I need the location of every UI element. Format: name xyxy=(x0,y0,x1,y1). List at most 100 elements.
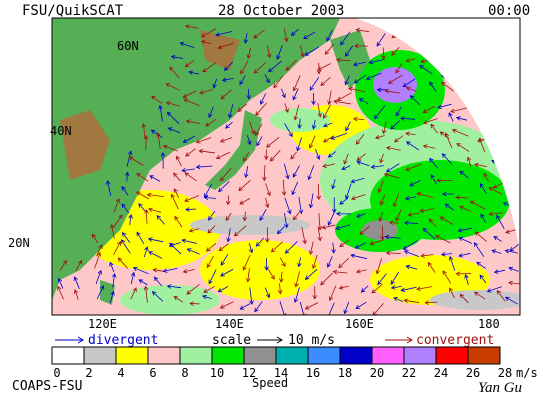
wind-arrow xyxy=(237,103,247,113)
wind-arrow xyxy=(495,106,505,119)
wind-arrow xyxy=(355,301,367,310)
wind-arrow xyxy=(259,209,267,222)
wind-arrow xyxy=(494,61,505,66)
wind-arrow xyxy=(338,257,350,269)
wind-arrow xyxy=(323,122,333,128)
wind-arrow xyxy=(385,145,401,151)
wind-arrow xyxy=(353,74,367,84)
scale-label: scale xyxy=(212,333,251,348)
wind-arrow xyxy=(475,52,489,62)
wind-arrow xyxy=(279,271,284,283)
wind-arrow xyxy=(331,242,336,254)
wind-arrow xyxy=(203,285,216,293)
wind-arrow xyxy=(121,186,129,196)
wind-arrow xyxy=(402,240,418,250)
wind-arrow xyxy=(150,129,163,138)
wind-arrow xyxy=(416,286,433,291)
wind-arrow xyxy=(311,254,318,270)
wind-arrow xyxy=(483,172,489,182)
wind-arrow xyxy=(419,64,433,75)
wind-arrow xyxy=(153,276,162,287)
wind-arrow xyxy=(156,215,166,225)
wind-arrow xyxy=(388,220,399,226)
wind-arrow xyxy=(385,163,400,173)
wind-arrow xyxy=(304,46,320,56)
wind-arrow xyxy=(511,121,520,130)
wind-arrow xyxy=(441,81,454,92)
wind-arrow xyxy=(381,47,386,60)
wind-arrow xyxy=(308,241,314,256)
wind-arrow xyxy=(491,249,502,254)
wind-arrow xyxy=(195,137,212,144)
wind-arrow xyxy=(132,266,149,275)
wind-arrow xyxy=(167,127,181,134)
wind-arrow xyxy=(121,231,131,243)
wind-arrow xyxy=(508,155,520,166)
wind-arrow xyxy=(463,18,472,34)
wind-arrow xyxy=(130,271,136,284)
wind-arrow xyxy=(136,231,145,244)
wind-arrow xyxy=(244,165,249,179)
wind-arrow xyxy=(185,119,200,124)
wind-arrow xyxy=(148,251,163,259)
wind-arrow xyxy=(243,152,250,162)
wind-arrow xyxy=(492,128,504,135)
colorbar-tick-label: 20 xyxy=(370,366,384,380)
wind-arrow xyxy=(343,301,350,315)
wind-arrow xyxy=(265,227,270,243)
wind-arrow xyxy=(248,243,254,254)
wind-arrow xyxy=(165,83,180,91)
wind-arrow xyxy=(128,214,133,226)
wind-arrow xyxy=(493,269,506,274)
wind-arrow xyxy=(444,132,453,149)
colorbar-tick-label: 2 xyxy=(85,366,92,380)
wind-arrow xyxy=(200,28,217,38)
divergent-label: divergent xyxy=(88,333,158,348)
colorbar-box xyxy=(435,346,469,365)
wind-arrow xyxy=(109,290,115,303)
wind-arrow xyxy=(459,205,472,212)
wind-arrow xyxy=(254,301,263,313)
wind-arrow xyxy=(110,223,115,239)
wind-arrow xyxy=(326,302,335,315)
wind-arrow xyxy=(493,236,502,242)
wind-arrow xyxy=(506,90,520,95)
wind-arrow xyxy=(429,157,438,169)
wind-arrow xyxy=(448,112,454,122)
wind-arrow xyxy=(323,104,331,119)
date: 28 October 2003 xyxy=(218,3,344,19)
wind-arrow xyxy=(217,286,229,293)
wind-arrow xyxy=(447,38,453,48)
wind-arrow xyxy=(304,268,318,280)
wind-arrow xyxy=(474,162,488,168)
wind-arrow xyxy=(510,137,520,142)
wind-arrow xyxy=(328,285,337,302)
wind-arrow xyxy=(284,197,292,215)
wind-arrow xyxy=(158,104,163,122)
colorbar: 0 2 4 6 8 10 12 14 16 18 20 22 24 26 28 m/s xyxy=(51,346,538,380)
wind-arrow xyxy=(270,241,283,253)
wind-arrow xyxy=(185,148,196,157)
wind-arrow xyxy=(221,77,234,83)
wind-arrow xyxy=(144,208,149,224)
wind-arrow xyxy=(371,284,383,294)
wind-arrow xyxy=(181,168,195,173)
wind-arrow xyxy=(96,285,105,300)
wind-arrow xyxy=(215,31,232,37)
wind-arrow xyxy=(459,293,469,304)
wind-arrow xyxy=(292,165,300,178)
wind-arrow xyxy=(203,195,217,200)
wind-arrow xyxy=(73,276,80,290)
wind-arrow xyxy=(477,42,489,48)
wind-arrow xyxy=(456,42,467,47)
wind-arrow xyxy=(330,132,348,140)
wind-arrow xyxy=(199,89,213,95)
wind-arrow xyxy=(268,60,282,73)
wind-arrow xyxy=(185,207,197,212)
wind-arrow xyxy=(480,213,487,224)
wind-arrow xyxy=(419,208,435,213)
lat-label: 60N xyxy=(117,39,139,53)
lon-label: 140E xyxy=(215,317,244,331)
wind-arrow xyxy=(189,301,200,306)
wind-arrow xyxy=(309,77,320,91)
